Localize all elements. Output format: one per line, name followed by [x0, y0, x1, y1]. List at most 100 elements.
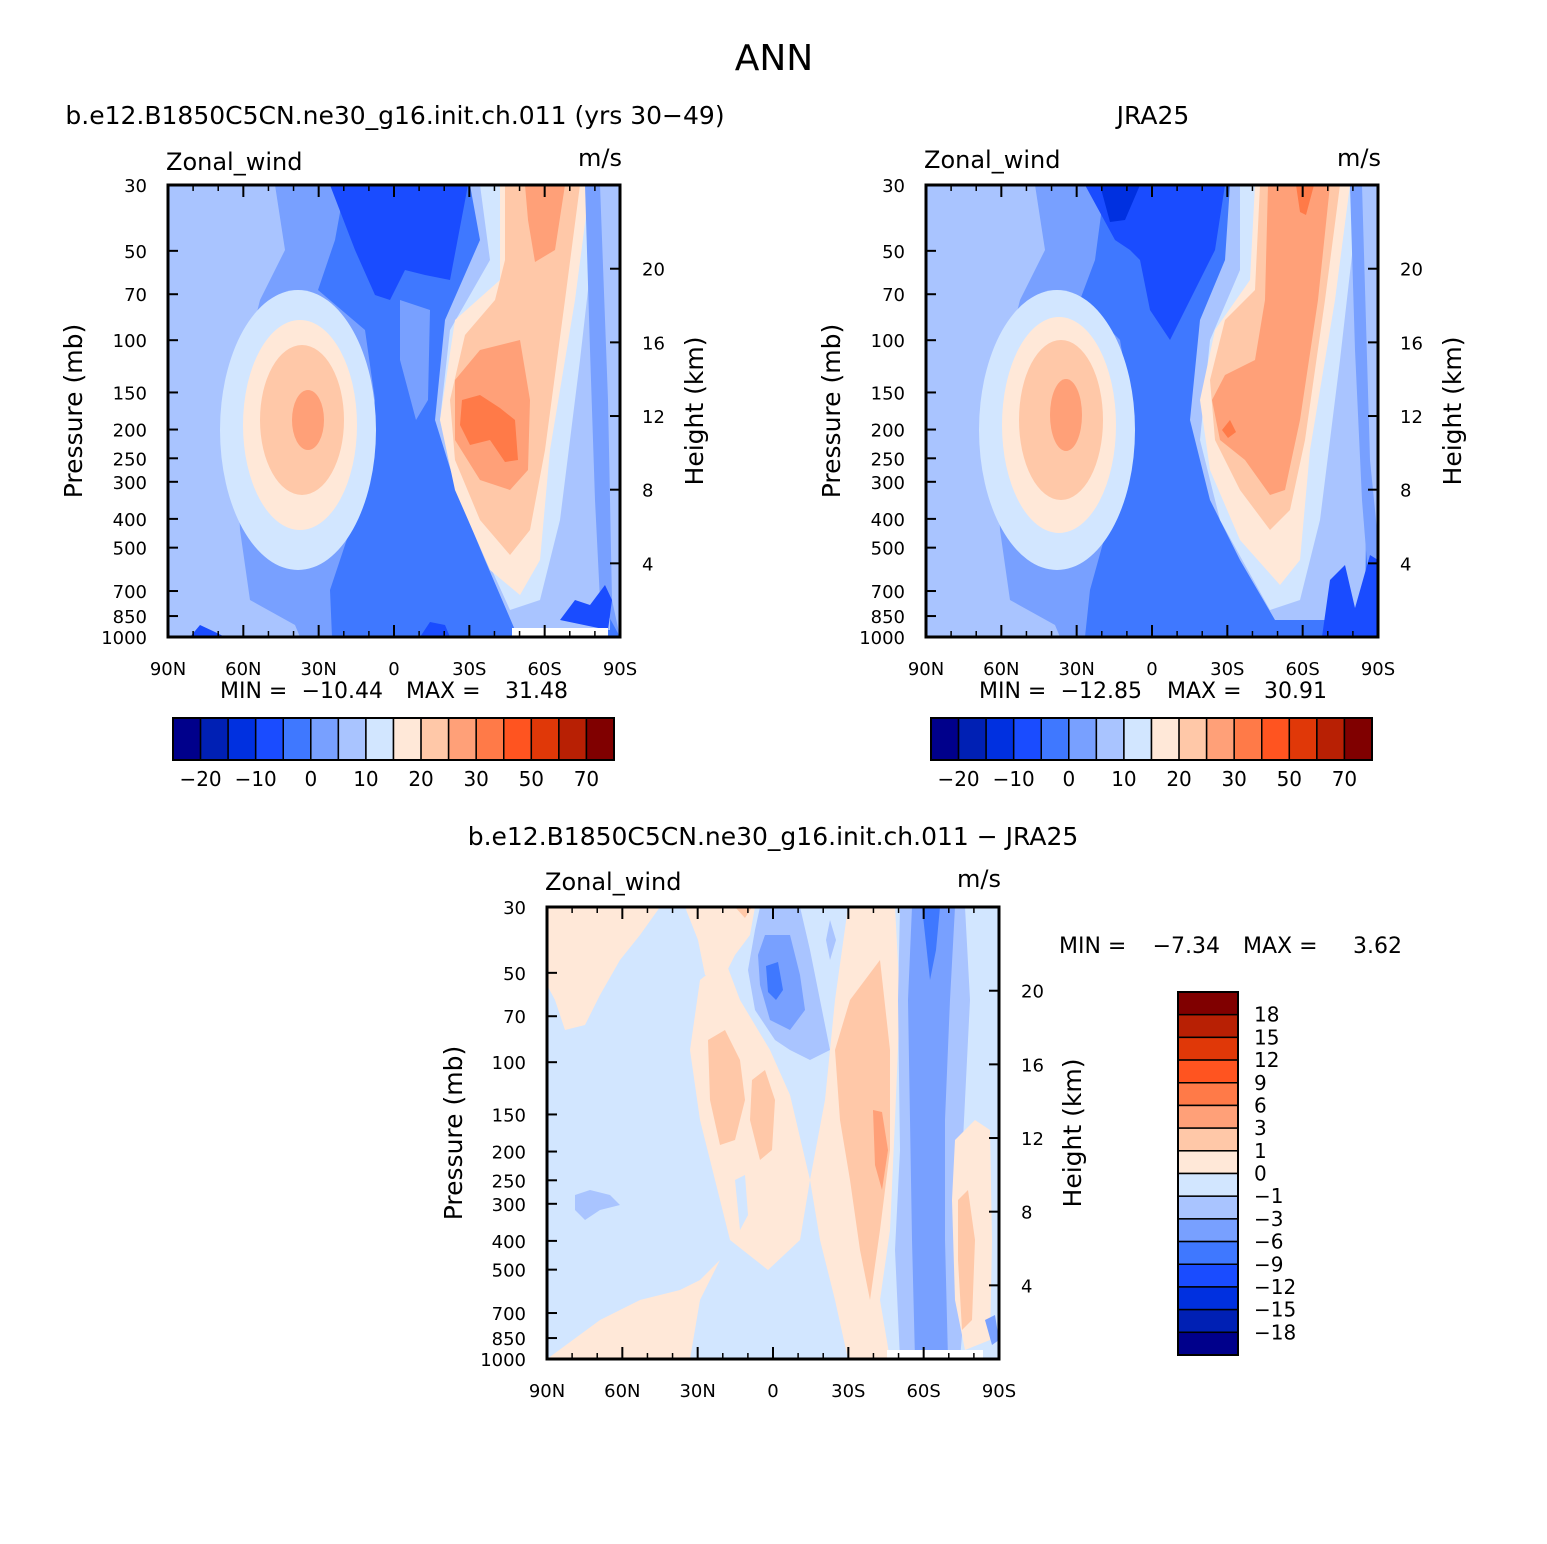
units-label-obs: m/s: [1337, 144, 1381, 172]
colorbar-label: 0: [1254, 1162, 1267, 1186]
contour-fill-model: [168, 185, 620, 637]
colorbar-swatch: [1123, 717, 1153, 761]
panel-title-model: b.e12.B1850C5CN.ne30_g16.init.ch.011 (yr…: [65, 101, 724, 130]
colorbar-label: 6: [1254, 1093, 1267, 1117]
colorbar-label: 12: [1254, 1048, 1279, 1072]
y-tick-label-model: 400: [113, 510, 147, 531]
y-tick-label-diff: 850: [492, 1329, 526, 1350]
x-tick-label-model: 0: [388, 659, 399, 680]
y2-tick-label-diff: 20: [1021, 982, 1044, 1003]
max-label-obs: MAX =: [1167, 679, 1242, 704]
x-tick-label-diff: 60S: [906, 1381, 940, 1402]
y-tick-label-model: 500: [113, 539, 147, 560]
y-tick-label-diff: 200: [492, 1143, 526, 1164]
y2-tick-label-obs: 16: [1400, 333, 1423, 354]
y2-tick-label-model: 20: [642, 260, 665, 281]
colorbar-swatch: [1095, 717, 1125, 761]
y-tick-label-obs: 1000: [859, 628, 905, 649]
colorbar-label: 0: [1062, 767, 1075, 791]
colorbar-swatch: [365, 717, 395, 761]
colorbar-frame: [1177, 991, 1239, 1356]
y-tick-label-diff: 400: [492, 1232, 526, 1253]
y2-tick-label-model: 8: [642, 481, 653, 502]
colorbar-swatch: [1177, 1150, 1239, 1175]
colorbar-swatch: [1316, 717, 1346, 761]
colorbar-swatch: [1233, 717, 1263, 761]
y-tick-label-model: 30: [124, 176, 147, 197]
colorbar-swatch: [1177, 1082, 1239, 1107]
colorbar-swatch: [1068, 717, 1098, 761]
variable-label-obs: Zonal_wind: [924, 146, 1060, 174]
x-tick-label-model: 30N: [300, 659, 336, 680]
colorbar-label: −1: [1254, 1184, 1283, 1208]
max-value-model: 31.48: [505, 679, 568, 704]
x-tick-label-diff: 60N: [604, 1381, 640, 1402]
x-tick-label-model: 90N: [150, 659, 186, 680]
y2-axis-diff: 4 8 12 16 20: [989, 982, 1044, 1297]
y2-tick-label-obs: 4: [1400, 554, 1411, 575]
y-tick-label-diff: 300: [492, 1195, 526, 1216]
colorbar-swatch: [1177, 1104, 1239, 1129]
colorbar-label: 9: [1254, 1071, 1267, 1095]
colorbar-swatch: [957, 717, 987, 761]
colorbar-label: −20: [179, 767, 221, 791]
colorbar-swatch: [1177, 1195, 1239, 1220]
colorbar-swatch: [227, 717, 257, 761]
colorbar-swatch: [1288, 717, 1318, 761]
colorbar-frame: [172, 717, 615, 761]
y2-tick-label-model: 12: [642, 407, 665, 428]
x-tick-label-obs: 60N: [983, 659, 1019, 680]
y-tick-label-model: 150: [113, 383, 147, 404]
colorbar-label: 50: [519, 767, 544, 791]
x-tick-label-diff: 90S: [982, 1381, 1016, 1402]
x-axis-model: 90N 60N 30N 0 30S 60S 90S: [150, 185, 637, 680]
colorbar-swatch: [1177, 991, 1239, 1016]
colorbar-frame: [930, 717, 1373, 761]
colorbar-swatch: [420, 717, 450, 761]
y-tick-label-model: 100: [113, 331, 147, 352]
colorbar-swatch: [282, 717, 312, 761]
x-tick-label-obs: 90S: [1361, 659, 1395, 680]
colorbar-swatch: [1177, 1013, 1239, 1039]
panel-obs: JRA25 Zonal_wind m/s 90N 60N 30N 0 30S 60S 9: [817, 101, 1467, 791]
y-tick-label-obs: 400: [871, 510, 905, 531]
y2-axis-title-model: Height (km): [680, 337, 709, 486]
y-tick-label-obs: 100: [871, 331, 905, 352]
x-tick-label-diff: 90N: [529, 1381, 565, 1402]
colorbar-swatch: [1040, 717, 1070, 761]
max-value-obs: 30.91: [1264, 679, 1327, 704]
x-tick-label-model: 30S: [452, 659, 486, 680]
y2-tick-label-obs: 8: [1400, 481, 1411, 502]
colorbar-swatch: [1261, 717, 1291, 761]
colorbar-label: −15: [1254, 1298, 1296, 1322]
colorbar-label: 70: [1332, 767, 1357, 791]
colorbar-swatch: [585, 717, 615, 761]
y2-tick-label-model: 16: [642, 333, 665, 354]
colorbar-swatch: [1177, 1240, 1239, 1265]
colorbar-swatch: [1177, 1172, 1239, 1197]
min-value-model: −10.44: [302, 679, 383, 704]
x-tick-label-model: 90S: [603, 659, 637, 680]
x-tick-label-model: 60N: [225, 659, 261, 680]
y-tick-label-obs: 70: [882, 285, 905, 306]
colorbar-swatch: [392, 717, 422, 761]
y-tick-label-model: 300: [113, 473, 147, 494]
colorbar-label: −10: [993, 767, 1035, 791]
colorbar-label: 10: [1111, 767, 1136, 791]
contour-fill-diff: [547, 907, 999, 1359]
colorbar-label: 20: [408, 767, 433, 791]
y-tick-label-obs: 850: [871, 607, 905, 628]
y2-tick-label-model: 4: [642, 554, 653, 575]
colorbar-swatch: [1177, 1218, 1239, 1243]
colorbar-label: 3: [1254, 1116, 1267, 1140]
colorbar-obs: −20 −10 0 10 20 30 50 70: [930, 717, 1373, 791]
min-label-obs: MIN =: [979, 679, 1046, 704]
min-value-obs: −12.85: [1061, 679, 1142, 704]
y-tick-label-diff: 100: [492, 1053, 526, 1074]
y-tick-label-obs: 30: [882, 176, 905, 197]
y-tick-label-diff: 50: [503, 964, 526, 985]
